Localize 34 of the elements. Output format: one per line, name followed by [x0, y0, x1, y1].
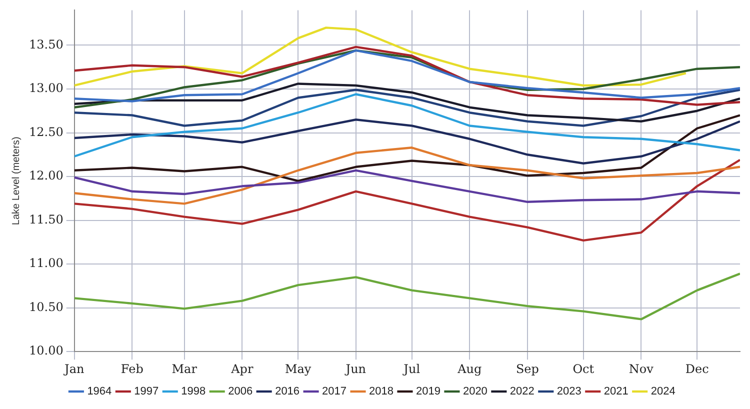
legend-label: 2019: [416, 386, 440, 398]
legend-label: 2017: [322, 386, 347, 398]
y-tick-label: 12.00: [28, 168, 64, 183]
legend-label: 2021: [604, 386, 628, 398]
y-tick-label: 13.00: [28, 81, 64, 96]
x-tick-label: Sep: [516, 362, 540, 376]
x-tick-label: May: [284, 362, 312, 376]
legend-label: 1964: [87, 386, 112, 398]
legend-label: 2024: [650, 386, 676, 398]
x-tick-label: Jan: [62, 362, 84, 376]
legend-label: 1998: [181, 386, 206, 398]
legend-label: 1997: [134, 386, 159, 398]
x-tick-label: Feb: [120, 362, 144, 376]
y-tick-label: 11.00: [28, 256, 64, 270]
legend-label: 2022: [510, 386, 534, 398]
y-tick-label: 13.50: [28, 37, 64, 52]
x-tick-label: Jul: [402, 362, 420, 376]
x-tick-label: Mar: [172, 362, 198, 376]
legend-label: 2023: [556, 386, 582, 398]
y-tick-label: 10.50: [28, 300, 64, 314]
x-tick-label: Oct: [572, 362, 594, 376]
y-tick-label: 12.50: [28, 124, 64, 139]
y-axis-title: Lake Level (meters): [10, 136, 22, 226]
legend-label: 2016: [275, 386, 300, 398]
x-tick-label: Dec: [685, 362, 710, 376]
legend-label: 2020: [462, 386, 488, 398]
legend-label: 2018: [369, 386, 394, 398]
x-tick-label: Nov: [628, 362, 654, 376]
x-tick-label: Aug: [456, 362, 482, 376]
y-tick-label: 11.50: [28, 212, 64, 226]
legend-label: 2006: [228, 386, 253, 398]
x-tick-label: Apr: [230, 362, 254, 376]
y-tick-label: 10.00: [28, 344, 64, 358]
x-tick-label: Jun: [344, 362, 366, 376]
